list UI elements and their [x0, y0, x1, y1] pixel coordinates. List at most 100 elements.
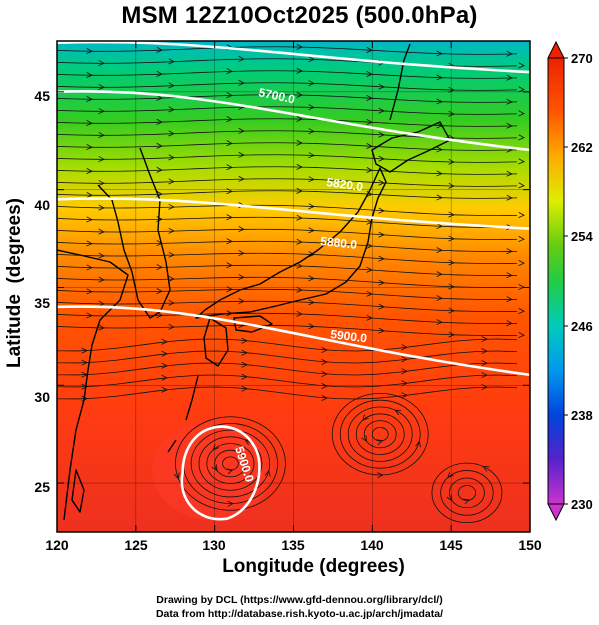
colorbar-label: 238 — [571, 408, 593, 423]
wind-arrow — [506, 272, 513, 279]
taiwan-coastline — [71, 469, 85, 513]
wind-arrow — [226, 68, 233, 75]
wind-arrow — [226, 140, 233, 147]
y-axis-label: Latitude (degrees) — [4, 198, 25, 368]
wind-arrow — [226, 238, 233, 245]
wind-arrow — [98, 324, 105, 331]
streamline — [57, 312, 518, 324]
wind-arrow — [238, 274, 245, 281]
wind-arrow — [366, 290, 373, 297]
wind-arrow — [308, 80, 315, 87]
streamline — [57, 338, 518, 352]
wind-arrow — [446, 494, 453, 502]
wind-arrow — [378, 155, 385, 162]
wind-arrow — [156, 118, 163, 125]
wind-arrow — [378, 179, 385, 186]
geopotential-contours — [57, 41, 530, 521]
wind-arrow — [241, 385, 248, 392]
wind-arrow — [238, 175, 245, 182]
wind-arrow — [226, 214, 233, 221]
wind-arrow — [156, 142, 163, 149]
y-tick-label: 35 — [34, 295, 50, 311]
y-tick-label: 30 — [34, 389, 50, 405]
wind-arrow — [86, 264, 93, 271]
wind-arrow — [463, 498, 471, 505]
wind-arrow — [481, 348, 488, 355]
wind-arrow — [98, 276, 105, 283]
x-tick-label: 150 — [518, 537, 542, 553]
streamline — [57, 362, 518, 376]
colorbar-body — [547, 57, 565, 505]
streamline — [57, 46, 518, 55]
wind-arrow — [241, 337, 248, 344]
wind-arrow — [366, 71, 373, 77]
wind-arrow — [481, 372, 488, 379]
wind-arrow — [377, 472, 384, 479]
wind-arrow — [361, 435, 367, 442]
streamline — [57, 350, 518, 364]
wind-arrow — [401, 392, 408, 399]
wind-arrow — [296, 238, 303, 245]
wind-arrow — [241, 361, 248, 368]
wind-arrow — [448, 110, 455, 117]
wind-arrow — [296, 214, 303, 221]
wind-arrow — [86, 168, 93, 174]
wind-arrow — [296, 187, 303, 194]
streamline — [57, 190, 518, 199]
contour-label-5820: 5820.0 — [326, 175, 365, 194]
wind-arrow — [366, 266, 373, 273]
wind-arrow — [394, 409, 402, 416]
streamline — [57, 288, 518, 300]
wind-arrow — [296, 43, 303, 50]
circulation-ring — [371, 426, 389, 442]
contour-closed-low — [180, 425, 261, 521]
wind-arrow — [481, 384, 488, 391]
circulation-ring — [339, 399, 421, 469]
circulation-ring — [198, 436, 263, 491]
wind-arrow — [168, 323, 175, 330]
wind-arrow — [98, 180, 105, 187]
streamline — [57, 70, 518, 79]
wind-arrow — [378, 131, 385, 138]
wind-arrow — [481, 360, 488, 367]
wind-arrow — [81, 383, 88, 390]
circulation-ring — [347, 406, 413, 462]
circulation-ring — [214, 449, 247, 478]
wind-arrow — [506, 122, 513, 129]
wind-arrow — [321, 359, 328, 365]
wind-arrow — [448, 307, 455, 314]
circulation-ring — [440, 470, 494, 516]
y-tick-labels: 25 30 35 40 45 — [34, 88, 50, 495]
circulation-ring — [222, 456, 239, 471]
wind-arrow — [86, 192, 93, 198]
wind-arrow — [448, 211, 455, 218]
wind-arrow — [448, 182, 455, 189]
circulation-ring — [431, 462, 503, 524]
wind-arrow — [308, 56, 315, 63]
wind-arrow — [378, 207, 385, 214]
wind-arrow — [161, 350, 168, 357]
wind-arrow — [378, 279, 385, 286]
wind-arrow — [436, 247, 443, 254]
china-coastline — [57, 249, 129, 521]
wind-arrow — [366, 47, 373, 53]
wind-arrow — [296, 91, 303, 98]
wind-arrow — [226, 262, 233, 269]
wind-arrow — [506, 248, 513, 255]
streamline — [57, 142, 518, 151]
wind-arrow — [518, 308, 525, 314]
wind-arrow — [308, 152, 315, 159]
wind-arrow — [168, 178, 175, 185]
wind-arrow — [518, 86, 525, 93]
wind-arrow — [518, 236, 525, 242]
wind-arrow — [81, 347, 88, 354]
wind-arrow — [98, 156, 105, 163]
wind-arrow — [308, 323, 315, 330]
x-tick-labels: 120 125 130 135 140 145 150 — [45, 537, 542, 553]
streamline — [57, 94, 518, 103]
x-tick-label: 125 — [124, 537, 148, 553]
wind-arrow — [308, 203, 315, 210]
wind-arrow — [238, 250, 245, 257]
wind-arrow — [366, 119, 373, 125]
circulation-ring — [331, 392, 429, 476]
